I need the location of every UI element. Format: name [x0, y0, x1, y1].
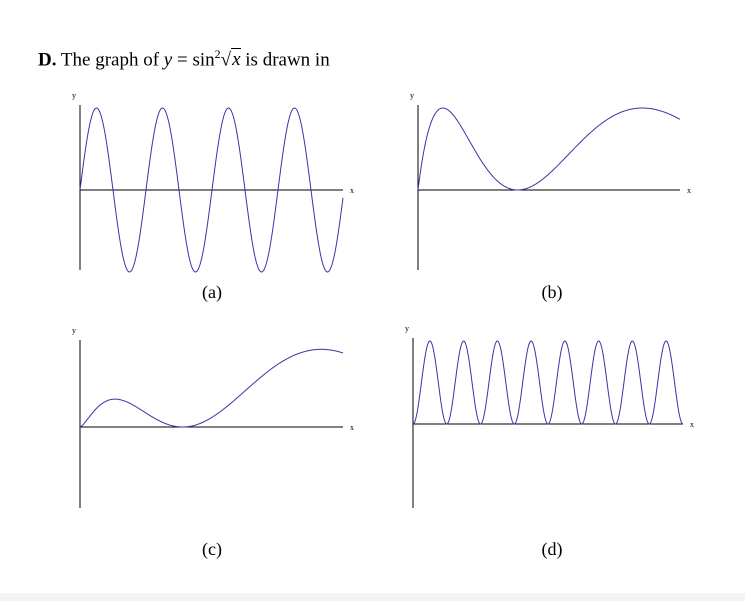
radicand: x	[231, 48, 241, 71]
text-before: The graph of	[60, 49, 160, 71]
question-text: D. The graph of y = sin2√x is drawn in	[38, 47, 330, 71]
y-axis-label: y	[72, 91, 76, 100]
curve	[412, 340, 684, 425]
graph-a[interactable]: y x (a)	[72, 91, 354, 303]
x-axis-label: x	[350, 423, 354, 432]
y-axis-label: y	[72, 326, 76, 335]
graph-caption: (c)	[202, 539, 222, 560]
graph-caption: (a)	[202, 282, 222, 303]
var-y: y	[163, 49, 173, 71]
footer-bar	[0, 593, 745, 601]
graph-c[interactable]: y x (c)	[72, 326, 354, 560]
sqrt-sign: √	[220, 49, 232, 71]
question-label: D.	[38, 49, 57, 71]
graph-caption: (b)	[542, 282, 563, 303]
curve	[417, 107, 681, 191]
graph-d[interactable]: y x (d)	[405, 324, 694, 560]
graph-caption: (d)	[542, 539, 563, 560]
graph-b[interactable]: y x (b)	[410, 91, 691, 303]
curve	[79, 107, 344, 273]
y-axis-label: y	[410, 91, 414, 100]
func: sin	[192, 49, 215, 71]
x-axis-label: x	[690, 420, 694, 429]
y-axis-label: y	[405, 324, 409, 333]
equals: =	[176, 49, 188, 71]
text-after: is drawn in	[245, 49, 330, 71]
x-axis-label: x	[687, 186, 691, 195]
curve	[79, 348, 344, 428]
power: 2	[214, 47, 221, 61]
x-axis-label: x	[350, 186, 354, 195]
